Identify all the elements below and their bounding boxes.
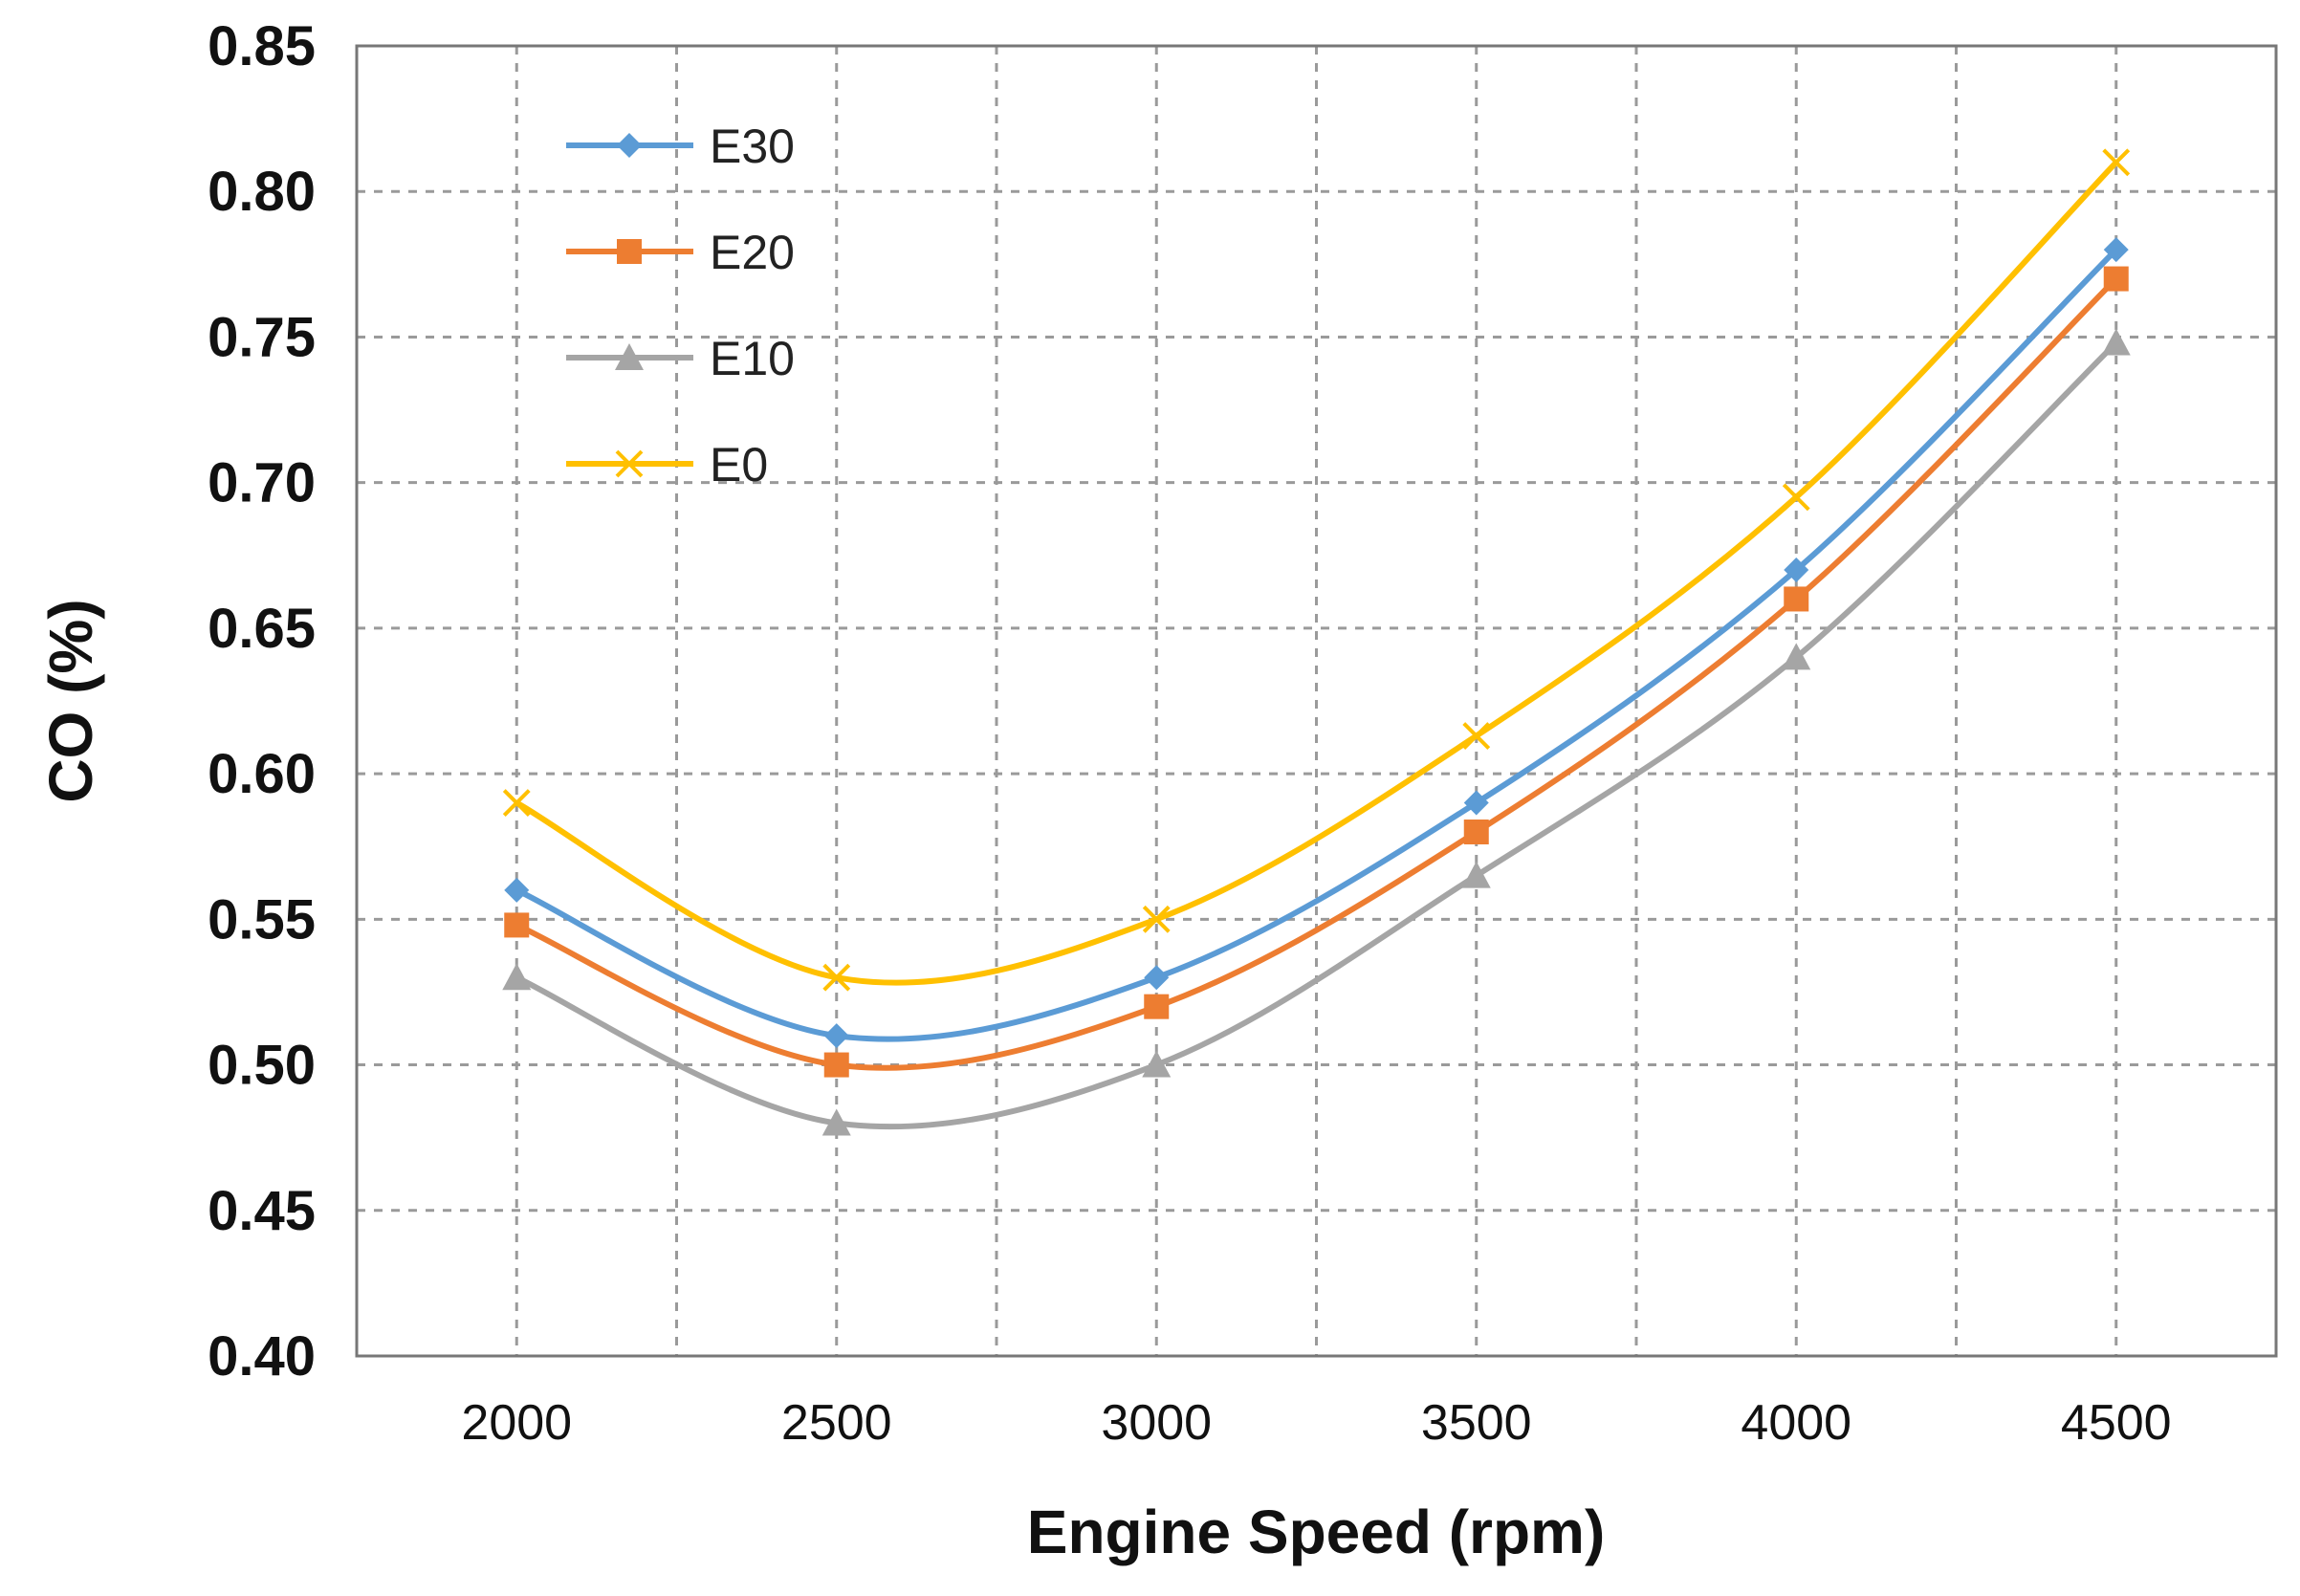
data-point-e0 (1462, 722, 1491, 750)
legend-marker-e10 (615, 343, 644, 370)
x-tick-label: 4000 (1741, 1395, 1851, 1451)
x-tick-label: 4500 (2061, 1395, 2172, 1451)
x-marker-stroke (615, 449, 644, 478)
x-tick-label: 3500 (1421, 1395, 1532, 1451)
y-tick-label: 0.50 (208, 1035, 316, 1097)
series-e10 (502, 328, 2131, 1136)
y-tick-label: 0.85 (208, 15, 316, 77)
data-point-e30 (1463, 790, 1489, 816)
y-tick-label: 0.65 (208, 598, 316, 660)
data-point-e10 (1461, 861, 1491, 888)
data-point-e20 (1463, 820, 1489, 844)
data-point-e20 (2103, 266, 2129, 292)
x-marker-stroke (1142, 905, 1171, 933)
legend: E30 E20 E10 E0 (566, 120, 795, 492)
y-tick-label: 0.80 (208, 161, 316, 223)
x-tick-label: 3000 (1101, 1395, 1212, 1451)
legend-label-e30: E30 (710, 120, 795, 173)
x-marker-stroke (502, 789, 531, 817)
x-marker-stroke (1462, 722, 1491, 750)
legend-item-e20: E20 (566, 226, 795, 279)
series-e0 (502, 148, 2131, 992)
series-line-e10 (515, 340, 2118, 1130)
y-tick-label: 0.60 (208, 743, 316, 805)
x-marker-stroke (1782, 483, 1810, 512)
grid (357, 44, 2276, 1358)
series-e20 (504, 266, 2129, 1078)
legend-marker-e30 (617, 133, 642, 158)
data-point-e10 (821, 1108, 851, 1136)
y-tick-label: 0.45 (208, 1180, 316, 1242)
series-line-e0 (515, 160, 2118, 986)
series-line-e30 (515, 247, 2118, 1042)
data-point-e0 (1782, 483, 1810, 512)
x-tick-labels: 2000 2500 3000 3500 4000 4500 (461, 1395, 2171, 1451)
y-tick-label: 0.75 (208, 306, 316, 368)
legend-label-e10: E10 (710, 332, 795, 385)
data-point-e10 (1142, 1050, 1172, 1078)
legend-marker-e20 (617, 239, 642, 264)
data-point-e10 (502, 963, 532, 991)
x-tick-label: 2000 (461, 1395, 572, 1451)
x-tick-label: 2500 (781, 1395, 892, 1451)
data-point-e30 (1144, 965, 1170, 991)
data-point-e20 (1784, 586, 1809, 612)
x-axis-title: Engine Speed (rpm) (1027, 1498, 1606, 1566)
data-point-e0 (1142, 905, 1171, 933)
data-point-e10 (2101, 328, 2131, 356)
y-tick-label: 0.70 (208, 452, 316, 514)
y-tick-label: 0.55 (208, 888, 316, 951)
y-axis-title: CO (%) (36, 599, 105, 802)
data-point-e30 (2103, 237, 2129, 263)
data-point-e20 (504, 912, 530, 938)
data-point-e20 (1144, 994, 1170, 1019)
legend-item-e30: E30 (566, 120, 795, 173)
series-line-e20 (515, 276, 2118, 1071)
x-marker-stroke (2102, 148, 2131, 177)
legend-label-e20: E20 (710, 226, 795, 279)
series (502, 148, 2131, 1136)
data-point-e30 (504, 877, 530, 903)
legend-item-e0: E0 (566, 438, 768, 492)
legend-label-e0: E0 (710, 438, 768, 492)
series-e30 (504, 237, 2129, 1049)
x-marker-stroke (822, 963, 851, 992)
y-tick-labels: 0.40 0.45 0.50 0.55 0.60 0.65 0.70 0.75 0.80 0.85 (208, 15, 316, 1388)
data-point-e0 (822, 963, 851, 992)
legend-marker-e0 (615, 449, 644, 478)
plot-area-frame (355, 44, 2278, 1358)
data-point-e0 (502, 789, 531, 817)
data-point-e20 (823, 1052, 849, 1078)
legend-item-e10: E10 (566, 332, 795, 385)
data-point-e10 (1782, 643, 1811, 670)
data-point-e30 (823, 1023, 849, 1049)
data-point-e0 (2102, 148, 2131, 177)
data-point-e30 (1784, 558, 1809, 582)
y-tick-label: 0.40 (208, 1325, 316, 1388)
